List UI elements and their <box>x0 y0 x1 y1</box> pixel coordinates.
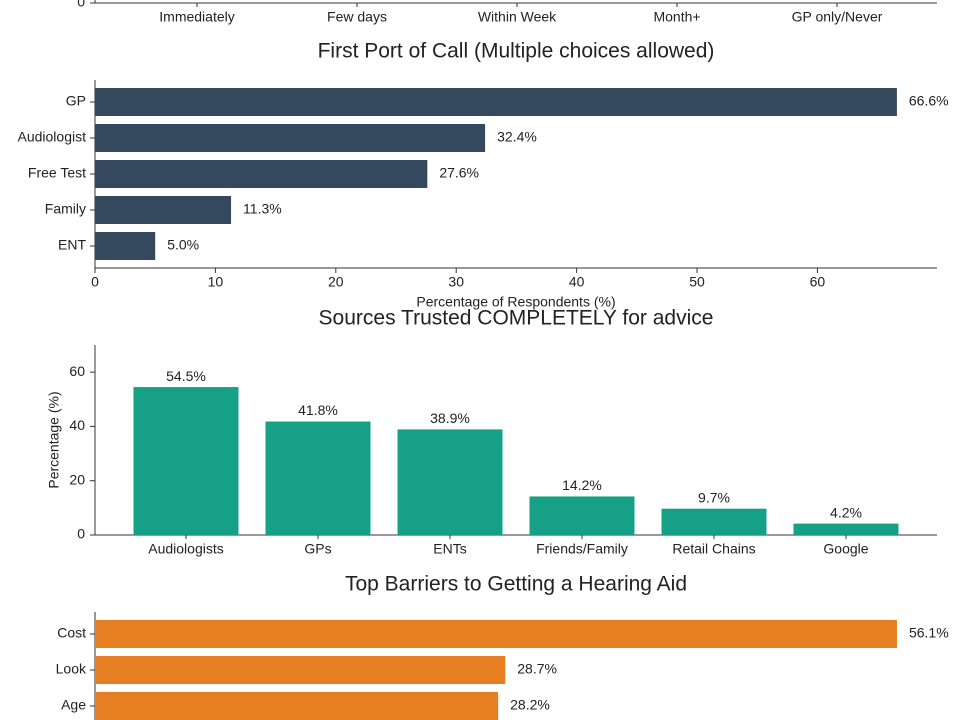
x-tick-label: Month+ <box>653 9 700 25</box>
x-tick-label: GPs <box>304 541 331 557</box>
value-label: 14.2% <box>562 477 602 493</box>
x-tick-label: ENTs <box>433 541 466 557</box>
y-tick-label: Family <box>45 201 86 217</box>
x-tick-label: 60 <box>810 274 826 290</box>
bar <box>95 160 428 188</box>
chart-title: Top Barriers to Getting a Hearing Aid <box>345 573 687 596</box>
x-tick-label: 0 <box>91 274 99 290</box>
bar <box>95 88 897 116</box>
x-tick-label: Audiologists <box>148 541 224 557</box>
y-tick-label: ENT <box>58 237 86 253</box>
y-tick-label: Audiologist <box>18 129 87 145</box>
value-label: 5.0% <box>167 237 199 253</box>
bar <box>95 692 499 720</box>
x-tick-label: 10 <box>208 274 224 290</box>
x-tick-label: Few days <box>327 9 387 25</box>
value-label: 27.6% <box>439 165 479 181</box>
value-label: 54.5% <box>166 368 206 384</box>
bar <box>95 232 156 260</box>
y-axis-label: Percentage (%) <box>46 391 62 488</box>
value-label: 56.1% <box>909 625 949 641</box>
x-tick-label: 50 <box>689 274 705 290</box>
x-axis-label: Percentage of Respondents (%) <box>416 294 615 310</box>
bar <box>95 620 897 648</box>
value-label: 32.4% <box>497 129 537 145</box>
bar <box>793 523 899 535</box>
x-tick-label: 30 <box>448 274 464 290</box>
value-label: 38.9% <box>430 410 470 426</box>
bar <box>265 421 371 535</box>
y-tick-label: 0 <box>77 526 85 542</box>
x-tick-label: Retail Chains <box>672 541 755 557</box>
y-tick-label: 0 <box>77 0 85 10</box>
bar <box>95 656 506 684</box>
chart-title: Sources Trusted COMPLETELY for advice <box>319 307 714 330</box>
bar <box>529 496 635 535</box>
value-label: 66.6% <box>909 93 949 109</box>
y-tick-label: 60 <box>69 363 85 379</box>
y-tick-label: Age <box>61 697 86 713</box>
value-label: 11.3% <box>243 201 282 217</box>
y-tick-label: 20 <box>69 471 85 487</box>
value-label: 9.7% <box>698 489 730 505</box>
value-label: 28.7% <box>517 661 557 677</box>
y-tick-label: Cost <box>57 625 86 641</box>
x-tick-label: Friends/Family <box>536 541 628 557</box>
y-tick-label: GP <box>66 93 86 109</box>
x-tick-label: Google <box>823 541 868 557</box>
bar <box>95 124 486 152</box>
x-tick-label: Within Week <box>478 9 557 25</box>
x-tick-label: 20 <box>328 274 344 290</box>
bar <box>661 508 767 535</box>
y-tick-label: Look <box>56 661 87 677</box>
y-tick-label: Free Test <box>28 165 86 181</box>
value-label: 41.8% <box>298 402 338 418</box>
x-tick-label: Immediately <box>159 9 234 25</box>
x-tick-label: 40 <box>569 274 585 290</box>
bar <box>397 429 503 535</box>
y-tick-label: 40 <box>69 417 85 433</box>
value-label: 28.2% <box>510 697 550 713</box>
bar <box>95 196 232 224</box>
chart-title: First Port of Call (Multiple choices all… <box>318 40 715 63</box>
x-tick-label: GP only/Never <box>792 9 883 25</box>
bar <box>133 387 239 535</box>
value-label: 4.2% <box>830 504 862 520</box>
